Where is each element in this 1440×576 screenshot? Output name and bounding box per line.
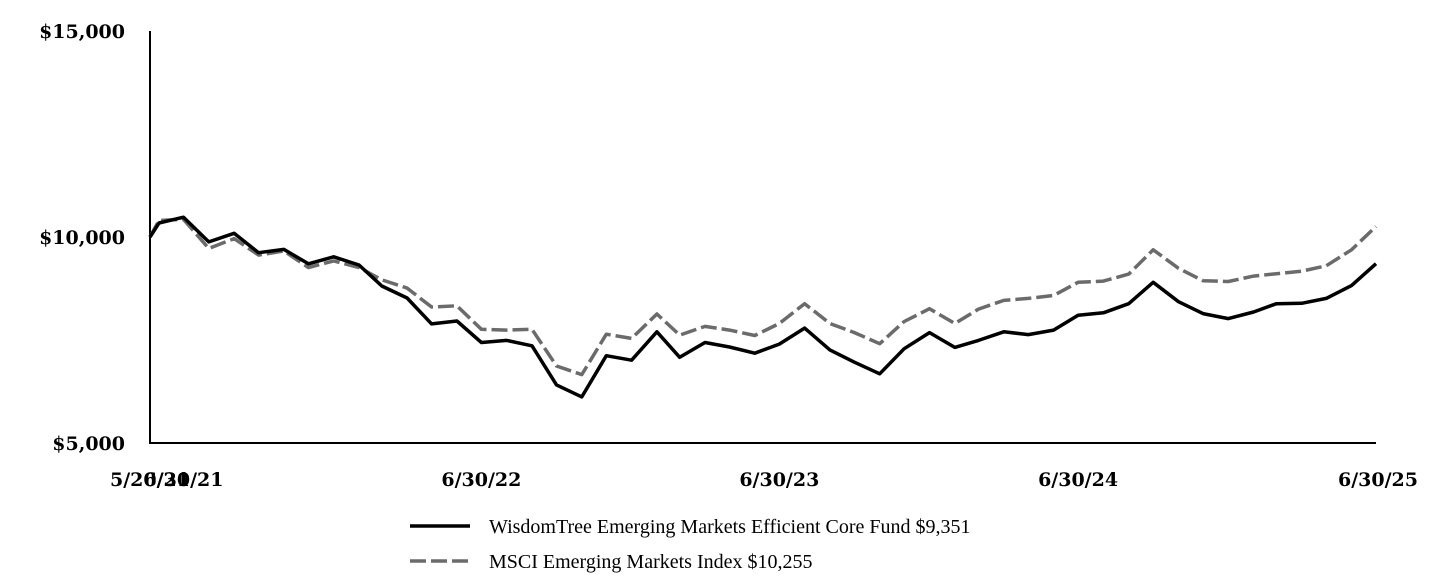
index-series-line	[148, 217, 1378, 377]
fund-series-line	[148, 215, 1378, 399]
y-tick-label: $15,000	[39, 21, 125, 43]
x-tick-label: 6/30/22	[441, 469, 521, 491]
legend-label: WisdomTree Emerging Markets Efficient Co…	[489, 516, 971, 538]
x-tick-labels: 5/20/216/30/21 6/30/22 6/30/23 6/30/24 6/30/…	[110, 469, 1418, 491]
x-tick-label: 5/20/21	[110, 469, 190, 491]
y-tick-label: $10,000	[39, 227, 125, 249]
x-tick-label: 6/30/23	[739, 469, 819, 491]
x-tick-label: 6/30/21	[143, 469, 223, 491]
series-lines	[148, 215, 1378, 399]
y-tick-label: $5,000	[52, 433, 125, 455]
x-tick-label: 6/30/25	[1338, 469, 1418, 491]
legend-label: MSCI Emerging Markets Index $10,255	[489, 551, 813, 573]
legend: WisdomTree Emerging Markets Efficient Co…	[410, 516, 971, 573]
x-tick-label: 6/30/24	[1038, 469, 1118, 491]
y-tick-labels: $5,000 $10,000 $15,000	[39, 21, 125, 455]
